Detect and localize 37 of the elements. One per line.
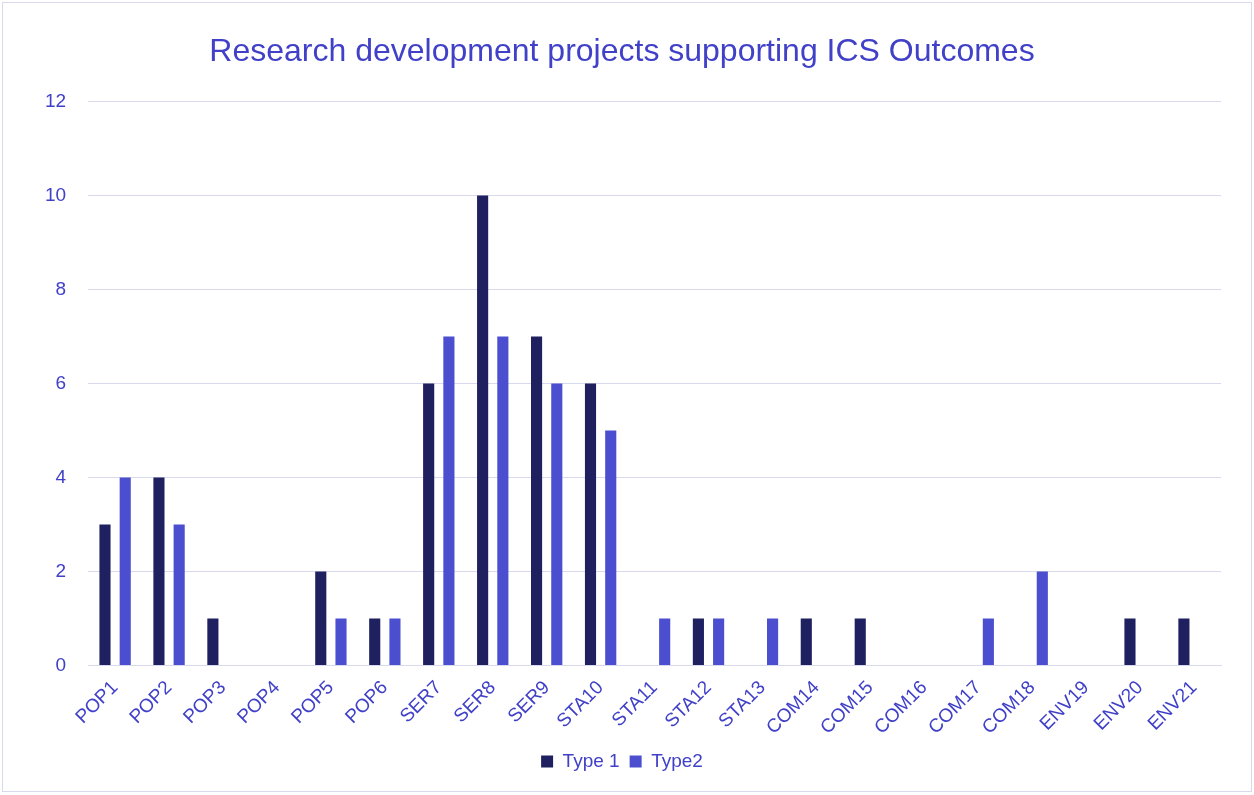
bar bbox=[423, 383, 435, 666]
bar bbox=[173, 524, 185, 666]
bar bbox=[982, 618, 994, 666]
bar bbox=[551, 383, 563, 666]
bar bbox=[119, 477, 131, 666]
bar bbox=[854, 618, 866, 666]
chart-title: Research development projects supporting ICS Outcomes bbox=[209, 32, 1035, 69]
y-tick-label: 4 bbox=[55, 465, 67, 487]
legend-label: Type2 bbox=[651, 749, 703, 771]
y-tick-label: 10 bbox=[44, 183, 67, 205]
bar bbox=[207, 618, 219, 666]
bar bbox=[800, 618, 812, 666]
y-tick-label: 2 bbox=[55, 559, 67, 581]
bar bbox=[605, 430, 617, 666]
bar bbox=[99, 524, 111, 666]
bar bbox=[153, 477, 165, 666]
bar bbox=[497, 336, 509, 666]
y-tick-label: 0 bbox=[55, 653, 67, 675]
bar bbox=[692, 618, 704, 666]
bar bbox=[369, 618, 381, 666]
bar bbox=[1036, 571, 1048, 666]
bar bbox=[315, 571, 327, 666]
bar bbox=[659, 618, 671, 666]
bar bbox=[1124, 618, 1136, 666]
legend-label: Type 1 bbox=[562, 749, 620, 771]
bar bbox=[531, 336, 543, 666]
bar bbox=[584, 383, 597, 666]
bar bbox=[713, 618, 725, 666]
bar bbox=[389, 618, 401, 666]
bar bbox=[443, 336, 455, 666]
bar bbox=[335, 618, 347, 666]
y-tick-label: 8 bbox=[55, 277, 67, 299]
y-tick-label: 12 bbox=[44, 89, 67, 111]
bar bbox=[767, 618, 779, 666]
bar bbox=[1178, 618, 1190, 666]
bar bbox=[477, 195, 489, 666]
y-tick-label: 6 bbox=[55, 371, 67, 393]
